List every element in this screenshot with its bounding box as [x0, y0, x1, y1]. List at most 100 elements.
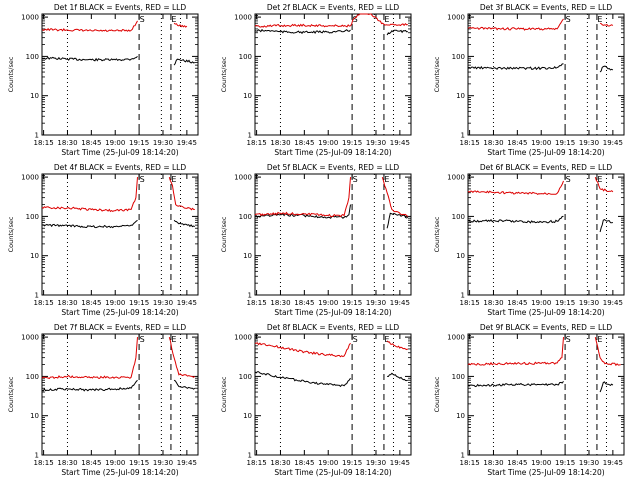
marker-start-label: S	[566, 15, 571, 24]
x-tick-label: 19:00	[105, 139, 125, 147]
x-tick-label: 18:15	[246, 139, 266, 147]
y-tick-label: 10	[243, 92, 252, 100]
x-tick-label: 18:45	[507, 459, 527, 467]
x-tick-label: 19:45	[603, 459, 623, 467]
panel-1-title: Det 1f BLACK = Events, RED = LLD	[54, 3, 187, 12]
panel-9-xlabel: Start Time (25-Jul-09 18:14:20)	[487, 468, 604, 477]
x-tick-label: 18:30	[57, 139, 77, 147]
x-tick-label: 19:15	[129, 139, 149, 147]
series-line-events	[599, 381, 614, 393]
series-line-events	[386, 29, 408, 36]
series-line-lld	[467, 18, 564, 31]
panel-8: Det 8f BLACK = Events, RED = LLD Counts/s…	[220, 323, 412, 477]
x-tick-label: 18:45	[81, 459, 101, 467]
y-tick-label: 1000	[234, 334, 252, 342]
marker-end-label: E	[171, 15, 176, 24]
panel-5-title: Det 5f BLACK = Events, RED = LLD	[267, 163, 400, 172]
x-tick-label: 19:00	[318, 299, 338, 307]
x-tick-label: 19:00	[531, 299, 551, 307]
y-tick-label: 100	[239, 213, 252, 221]
series-line-lld	[255, 342, 351, 358]
series-line-events	[254, 371, 351, 388]
x-tick-label: 19:15	[342, 299, 362, 307]
x-tick-label: 19:00	[318, 139, 338, 147]
x-tick-label: 18:15	[246, 299, 266, 307]
series-line-events	[599, 65, 614, 73]
x-tick-label: 19:30	[366, 139, 386, 147]
x-tick-label: 18:45	[81, 299, 101, 307]
panel-8-frame	[254, 333, 412, 456]
x-tick-label: 18:15	[33, 459, 53, 467]
panel-9-ylabel: Counts/sec	[433, 376, 441, 412]
x-tick-label: 18:30	[270, 299, 290, 307]
panel-9-title: Det 9f BLACK = Events, RED = LLD	[480, 323, 613, 332]
x-tick-label: 18:30	[57, 299, 77, 307]
x-tick-label: 19:45	[603, 299, 623, 307]
panel-8-title: Det 8f BLACK = Events, RED = LLD	[267, 323, 400, 332]
y-tick-label: 100	[452, 53, 465, 61]
marker-end-label: E	[597, 335, 602, 344]
y-tick-label: 1000	[234, 14, 252, 22]
y-tick-label: 100	[452, 373, 465, 381]
panel-4-xlabel: Start Time (25-Jul-09 18:14:20)	[61, 308, 178, 317]
panel-3: Det 3f BLACK = Events, RED = LLD Counts/s…	[433, 3, 625, 157]
panel-3-xlabel: Start Time (25-Jul-09 18:14:20)	[487, 148, 604, 157]
series-line-lld	[254, 13, 408, 28]
y-tick-label: 10	[456, 252, 465, 260]
panel-6-xlabel: Start Time (25-Jul-09 18:14:20)	[487, 308, 604, 317]
series-line-events	[387, 372, 408, 382]
x-tick-label: 19:45	[390, 299, 410, 307]
y-tick-label: 1	[248, 292, 252, 300]
series-line-lld	[173, 22, 188, 28]
panel-4-ylabel: Counts/sec	[7, 216, 15, 252]
panel-5-ylabel: Counts/sec	[220, 216, 228, 252]
marker-start-label: S	[140, 335, 145, 344]
x-tick-label: 18:30	[270, 139, 290, 147]
panel-2-frame	[254, 13, 412, 136]
marker-end-label: E	[597, 15, 602, 24]
y-tick-label: 10	[30, 252, 39, 260]
series-line-events	[467, 63, 564, 71]
marker-start-label: S	[140, 175, 145, 184]
series-line-lld	[41, 337, 138, 380]
x-tick-label: 19:45	[177, 139, 197, 147]
y-tick-label: 1	[461, 132, 465, 140]
y-tick-label: 1	[35, 292, 39, 300]
y-tick-label: 1	[461, 292, 465, 300]
y-tick-label: 100	[26, 53, 39, 61]
marker-end-label: E	[384, 175, 389, 184]
x-tick-label: 18:30	[57, 459, 77, 467]
series-line-lld	[41, 177, 138, 213]
series-line-events	[41, 379, 138, 392]
y-tick-label: 100	[452, 213, 465, 221]
series-line-lld	[594, 336, 621, 367]
y-tick-label: 1	[35, 452, 39, 460]
y-tick-label: 1000	[447, 334, 465, 342]
panel-1-ylabel: Counts/sec	[7, 56, 15, 92]
series-line-lld	[168, 336, 196, 378]
y-tick-label: 10	[30, 412, 39, 420]
series-line-lld	[599, 22, 614, 27]
panel-1: Det 1f BLACK = Events, RED = LLD Counts/s…	[7, 3, 199, 157]
panel-3-ylabel: Counts/sec	[433, 56, 441, 92]
marker-start-label: S	[566, 175, 571, 184]
x-tick-label: 19:15	[342, 459, 362, 467]
series-line-events	[173, 379, 196, 390]
x-tick-label: 19:30	[153, 299, 173, 307]
series-line-events	[41, 56, 138, 62]
x-tick-label: 18:30	[483, 299, 503, 307]
panel-4: Det 4f BLACK = Events, RED = LLD Counts/s…	[7, 163, 199, 317]
y-tick-label: 1000	[447, 174, 465, 182]
x-tick-label: 19:00	[105, 459, 125, 467]
panel-5: Det 5f BLACK = Events, RED = LLD Counts/s…	[220, 163, 412, 317]
series-line-lld	[386, 340, 409, 351]
x-tick-label: 19:45	[390, 139, 410, 147]
series-line-lld	[254, 177, 351, 218]
series-line-lld	[168, 176, 195, 211]
series-line-events	[599, 219, 614, 233]
panel-7-xlabel: Start Time (25-Jul-09 18:14:20)	[61, 468, 178, 477]
series-line-lld	[41, 20, 138, 32]
panel-8-xlabel: Start Time (25-Jul-09 18:14:20)	[274, 468, 391, 477]
x-tick-label: 18:45	[294, 459, 314, 467]
panel-7: Det 7f BLACK = Events, RED = LLD Counts/s…	[7, 323, 199, 477]
